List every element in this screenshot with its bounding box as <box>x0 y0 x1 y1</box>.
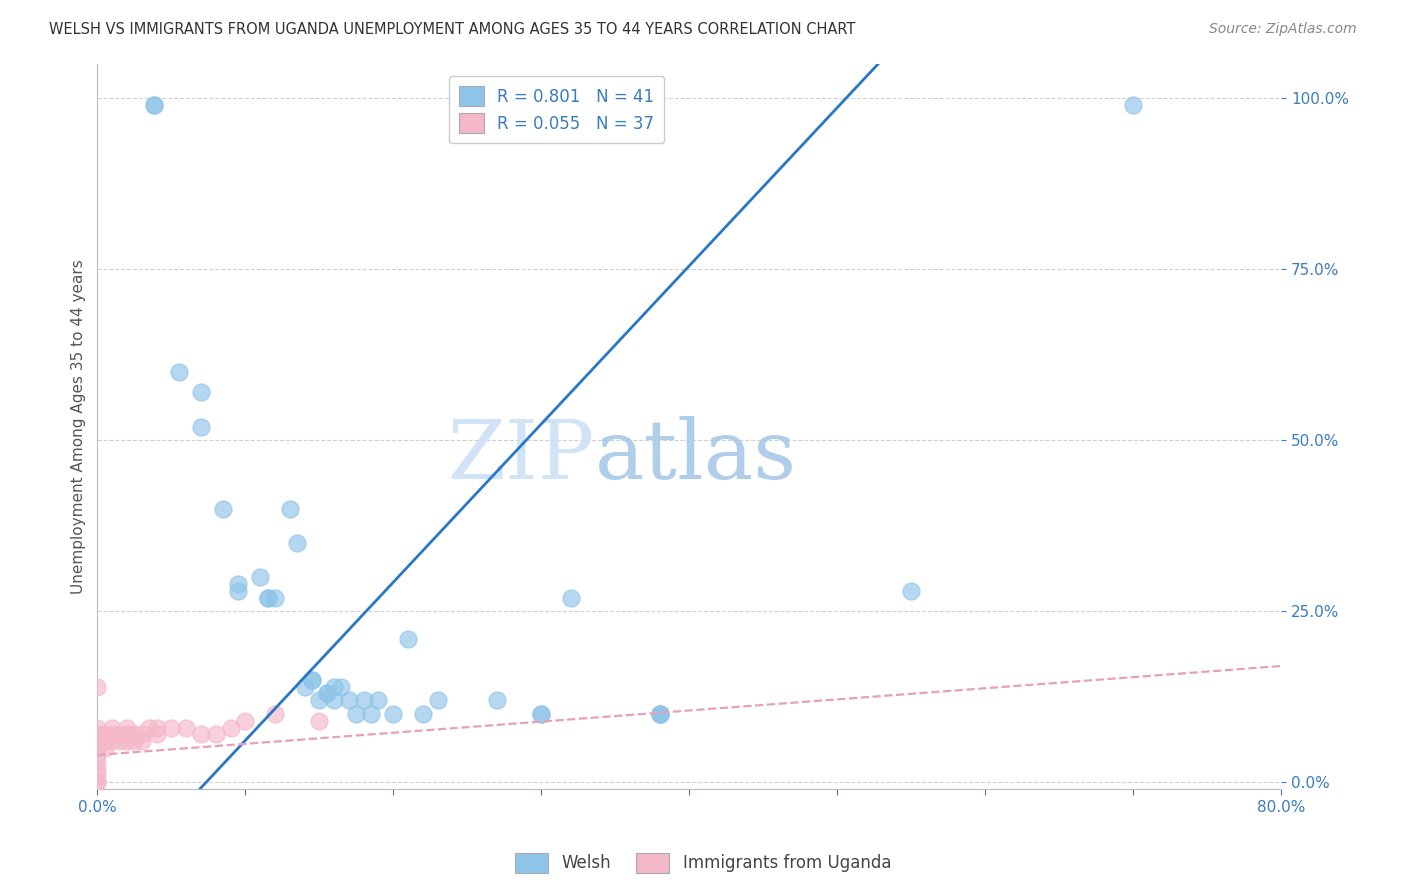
Point <box>190 385 212 400</box>
Point <box>278 501 301 516</box>
Point <box>124 734 146 748</box>
Point <box>142 98 165 112</box>
Point <box>160 721 183 735</box>
Point <box>264 706 287 721</box>
Point <box>323 680 346 694</box>
Point <box>530 706 553 721</box>
Point <box>344 706 367 721</box>
Point <box>108 734 131 748</box>
Text: WELSH VS IMMIGRANTS FROM UGANDA UNEMPLOYMENT AMONG AGES 35 TO 44 YEARS CORRELATI: WELSH VS IMMIGRANTS FROM UGANDA UNEMPLOY… <box>49 22 856 37</box>
Point <box>226 577 249 591</box>
Point <box>648 706 671 721</box>
Point <box>530 706 553 721</box>
Point <box>167 365 190 379</box>
Point <box>249 570 271 584</box>
Point <box>648 706 671 721</box>
Point <box>648 706 671 721</box>
Point <box>124 727 146 741</box>
Point <box>264 591 287 605</box>
Point <box>131 734 153 748</box>
Point <box>233 714 256 728</box>
Point <box>256 591 278 605</box>
Point <box>86 734 108 748</box>
Point <box>330 680 353 694</box>
Point <box>360 706 382 721</box>
Point <box>426 693 449 707</box>
Point <box>485 693 508 707</box>
Point <box>115 721 138 735</box>
Point <box>219 721 242 735</box>
Point <box>204 727 226 741</box>
Point <box>101 721 124 735</box>
Point <box>86 747 108 762</box>
Point <box>285 536 308 550</box>
Legend: Welsh, Immigrants from Uganda: Welsh, Immigrants from Uganda <box>508 847 898 880</box>
Point <box>301 673 323 687</box>
Point <box>396 632 419 646</box>
Y-axis label: Unemployment Among Ages 35 to 44 years: Unemployment Among Ages 35 to 44 years <box>72 260 86 594</box>
Point <box>190 419 212 434</box>
Point <box>174 721 197 735</box>
Text: ZIP: ZIP <box>447 416 595 496</box>
Point <box>315 686 337 700</box>
Point <box>337 693 360 707</box>
Point <box>115 734 138 748</box>
Point <box>86 762 108 776</box>
Point <box>94 741 117 756</box>
Point <box>94 727 117 741</box>
Point <box>294 680 316 694</box>
Point <box>86 775 108 789</box>
Point <box>412 706 434 721</box>
Point <box>131 727 153 741</box>
Point <box>86 721 108 735</box>
Point <box>86 775 108 789</box>
Point <box>382 706 405 721</box>
Point <box>142 98 165 112</box>
Point <box>101 727 124 741</box>
Point <box>212 501 235 516</box>
Point <box>301 673 323 687</box>
Point <box>86 680 108 694</box>
Point <box>108 727 131 741</box>
Point <box>138 721 160 735</box>
Text: Source: ZipAtlas.com: Source: ZipAtlas.com <box>1209 22 1357 37</box>
Point <box>94 734 117 748</box>
Point <box>101 734 124 748</box>
Point <box>190 727 212 741</box>
Point <box>900 583 922 598</box>
Point <box>560 591 582 605</box>
Point <box>86 727 108 741</box>
Point <box>323 693 346 707</box>
Point <box>315 686 337 700</box>
Point <box>308 693 330 707</box>
Text: atlas: atlas <box>595 416 797 496</box>
Point <box>367 693 389 707</box>
Point <box>256 591 278 605</box>
Point <box>115 727 138 741</box>
Point <box>1122 98 1144 112</box>
Point <box>145 727 167 741</box>
Point <box>308 714 330 728</box>
Point <box>145 721 167 735</box>
Point <box>86 768 108 782</box>
Point <box>86 741 108 756</box>
Point <box>226 583 249 598</box>
Point <box>353 693 375 707</box>
Point <box>86 755 108 769</box>
Legend: R = 0.801   N = 41, R = 0.055   N = 37: R = 0.801 N = 41, R = 0.055 N = 37 <box>449 76 665 144</box>
